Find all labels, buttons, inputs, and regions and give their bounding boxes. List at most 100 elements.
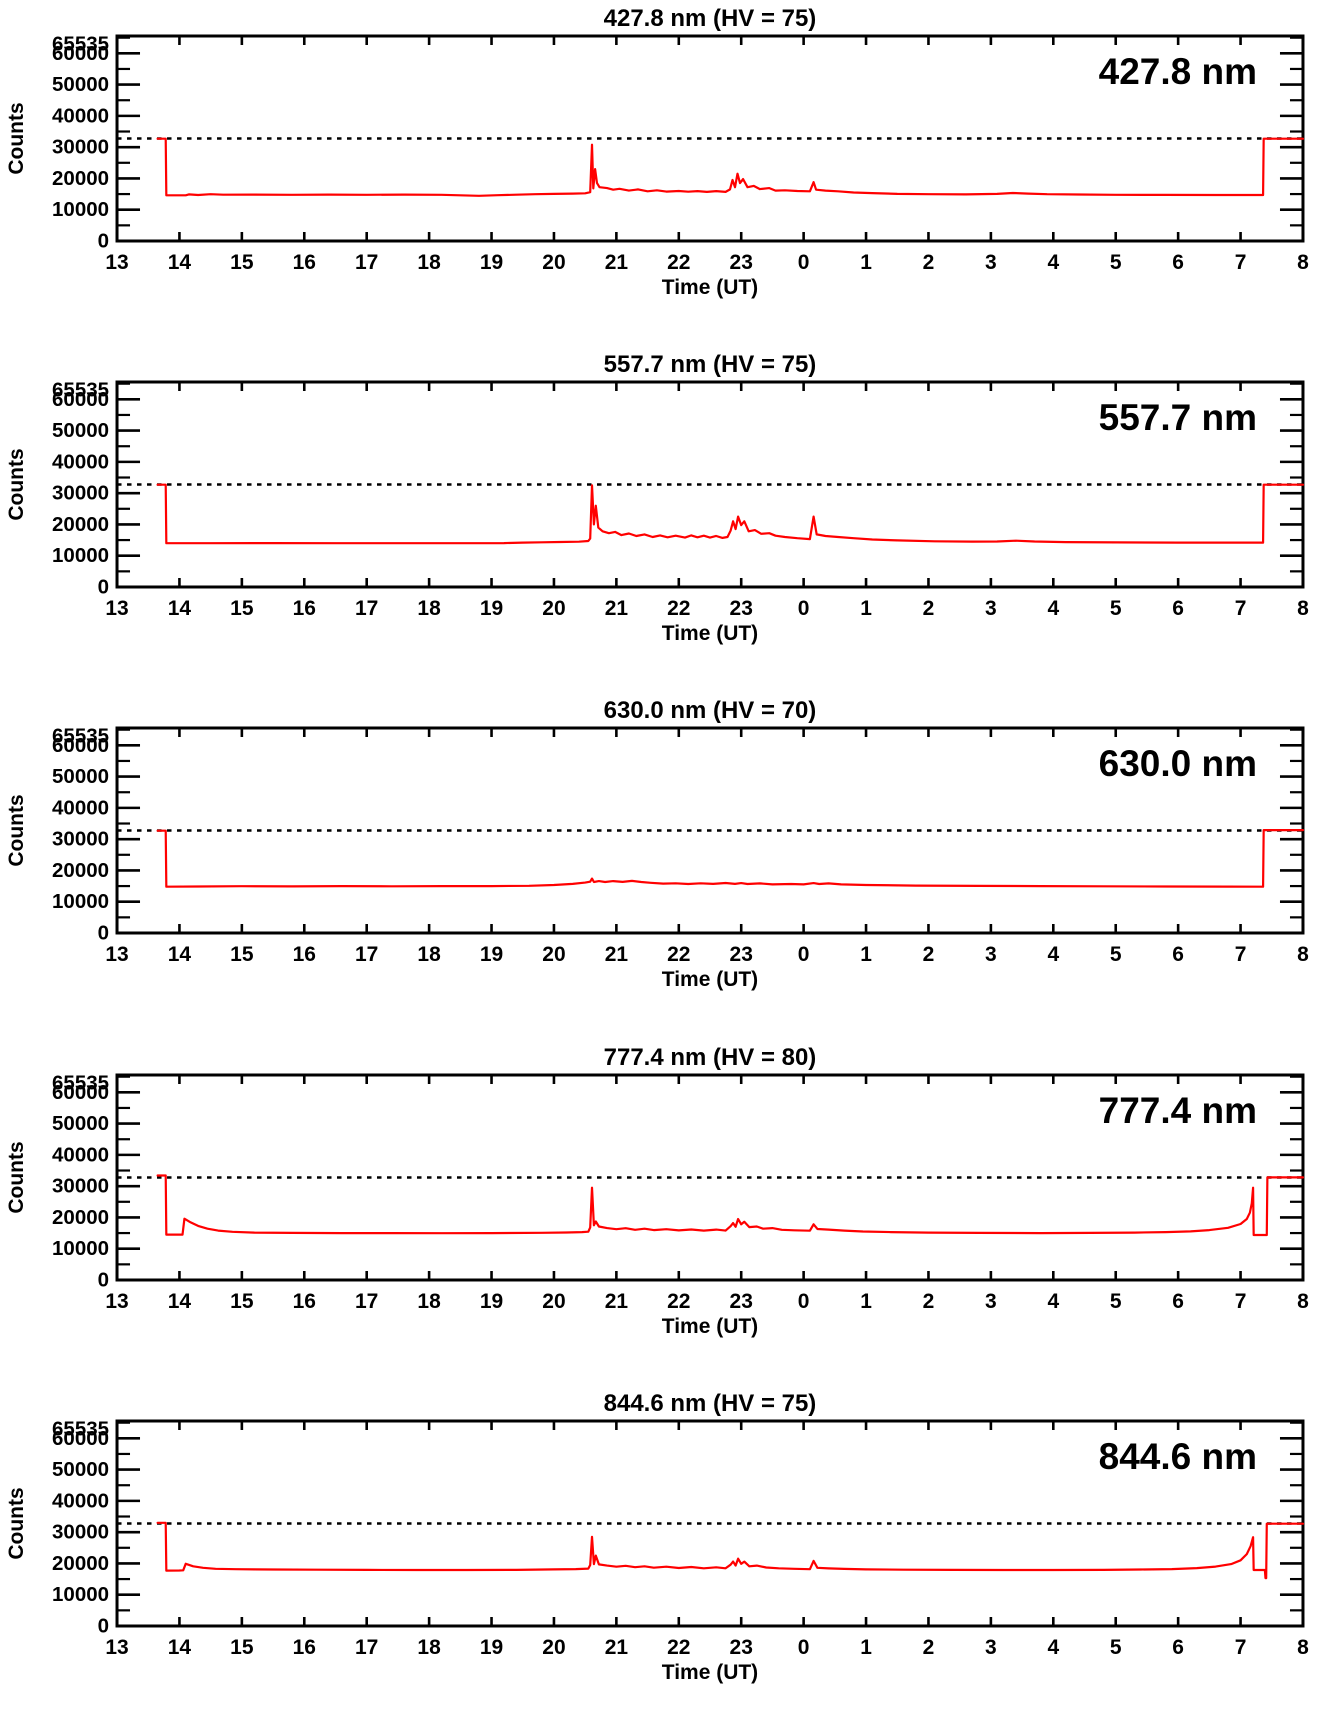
x-tick-label: 1: [860, 1290, 872, 1313]
y-tick-label: 30000: [52, 136, 109, 159]
x-tick-label: 23: [730, 597, 753, 620]
x-tick-label: 2: [923, 597, 935, 620]
x-tick-label: 18: [417, 597, 441, 620]
x-tick-label: 22: [667, 1290, 690, 1313]
y-tick-label: 0: [98, 229, 109, 252]
x-tick-label: 17: [355, 1290, 378, 1313]
x-tick-label: 14: [168, 597, 192, 620]
x-tick-label: 16: [293, 251, 316, 274]
x-tick-label: 6: [1172, 943, 1184, 966]
panel-844.6nm: 0 10000 20000 30000 40000 50000 60000 65535 13 14…: [0, 1385, 1336, 1731]
y-tick-label: 40000: [52, 451, 109, 474]
x-axis-ticks: 13 14 15 16 17 18 19 20 21 22 23 0 1 2 3 4 5 6 7 8: [105, 1074, 1309, 1313]
x-tick-label: 19: [480, 943, 503, 966]
y-tick-label: 50000: [52, 419, 109, 442]
x-tick-label: 8: [1297, 943, 1309, 966]
y-tick-label: 40000: [52, 797, 109, 820]
y-tick-label: 65535: [52, 1417, 109, 1440]
y-tick-label: 30000: [52, 1520, 109, 1543]
y-tick-label: 60000: [52, 42, 109, 65]
y-tick-label: 0: [98, 1614, 109, 1637]
x-tick-label: 6: [1172, 251, 1184, 274]
x-tick-label: 2: [923, 1636, 935, 1659]
x-tick-label: 5: [1110, 251, 1122, 274]
x-tick-label: 15: [230, 1636, 254, 1659]
x-tick-label: 8: [1297, 597, 1309, 620]
x-tick-label: 4: [1047, 1636, 1059, 1659]
x-tick-label: 14: [168, 943, 192, 966]
panel-427.8nm: 0 10000 20000 30000 40000 50000 60000 65535 13 14…: [0, 0, 1336, 346]
y-tick-label: 65535: [52, 725, 109, 748]
y-tick-label: 30000: [52, 1174, 109, 1197]
x-axis-ticks: 13 14 15 16 17 18 19 20 21 22 23 0 1 2 3 4 5 6 7 8: [105, 1420, 1309, 1659]
panel-title: 427.8 nm (HV = 75): [604, 5, 817, 32]
x-tick-label: 19: [480, 1636, 503, 1659]
wavelength-label: 557.7 nm: [1099, 397, 1257, 438]
y-tick-label: 10000: [52, 1237, 109, 1260]
y-tick-label: 0: [98, 576, 109, 599]
x-tick-label: 18: [417, 943, 441, 966]
x-tick-label: 5: [1110, 1636, 1122, 1659]
wavelength-label: 427.8 nm: [1099, 51, 1257, 92]
x-tick-label: 16: [293, 1636, 316, 1659]
x-tick-label: 13: [105, 1636, 128, 1659]
x-tick-label: 14: [168, 1636, 192, 1659]
x-tick-label: 3: [985, 943, 997, 966]
x-tick-label: 16: [293, 943, 316, 966]
counts-trace: [156, 137, 1305, 197]
y-tick-label: 0: [98, 922, 109, 945]
x-axis-title: Time (UT): [662, 622, 758, 645]
x-tick-label: 0: [798, 597, 810, 620]
counts-trace: [156, 483, 1305, 545]
x-tick-label: 5: [1110, 943, 1122, 966]
x-tick-label: 7: [1235, 943, 1247, 966]
x-tick-label: 20: [542, 597, 565, 620]
y-tick-label: 50000: [52, 765, 109, 788]
wavelength-label: 630.0 nm: [1099, 743, 1257, 784]
x-tick-label: 8: [1297, 1636, 1309, 1659]
x-tick-label: 15: [230, 1290, 254, 1313]
x-tick-label: 6: [1172, 597, 1184, 620]
x-tick-label: 7: [1235, 251, 1247, 274]
x-tick-label: 17: [355, 943, 378, 966]
x-tick-label: 0: [798, 1290, 810, 1313]
x-tick-label: 15: [230, 597, 254, 620]
y-tick-label: 50000: [52, 1458, 109, 1481]
y-tick-label: 10000: [52, 891, 109, 914]
counts-trace: [156, 829, 1305, 889]
x-tick-label: 13: [105, 597, 128, 620]
x-tick-label: 21: [605, 597, 629, 620]
y-tick-label: 20000: [52, 859, 109, 882]
panel-title: 844.6 nm (HV = 75): [604, 1390, 817, 1417]
panel-title: 557.7 nm (HV = 75): [604, 351, 817, 378]
x-tick-label: 16: [293, 1290, 316, 1313]
x-tick-label: 2: [923, 943, 935, 966]
x-tick-label: 18: [417, 1636, 441, 1659]
counts-trace: [156, 1173, 1305, 1236]
x-tick-label: 7: [1235, 597, 1247, 620]
x-tick-label: 1: [860, 1636, 872, 1659]
x-tick-label: 8: [1297, 251, 1309, 274]
y-tick-label: 60000: [52, 1427, 109, 1450]
x-tick-label: 22: [667, 1636, 690, 1659]
y-tick-label: 20000: [52, 513, 109, 536]
x-axis-ticks: 13 14 15 16 17 18 19 20 21 22 23 0 1 2 3 4 5 6 7 8: [105, 382, 1309, 620]
x-axis-title: Time (UT): [662, 1315, 758, 1338]
panel-title: 630.0 nm (HV = 70): [604, 697, 817, 724]
y-axis-title: Counts: [5, 102, 28, 174]
x-tick-label: 2: [923, 1290, 935, 1313]
y-axis-title: Counts: [5, 449, 28, 521]
x-tick-label: 23: [730, 1290, 753, 1313]
x-tick-label: 14: [168, 251, 192, 274]
x-tick-label: 22: [667, 597, 690, 620]
x-tick-label: 17: [355, 1636, 378, 1659]
x-tick-label: 2: [923, 251, 935, 274]
